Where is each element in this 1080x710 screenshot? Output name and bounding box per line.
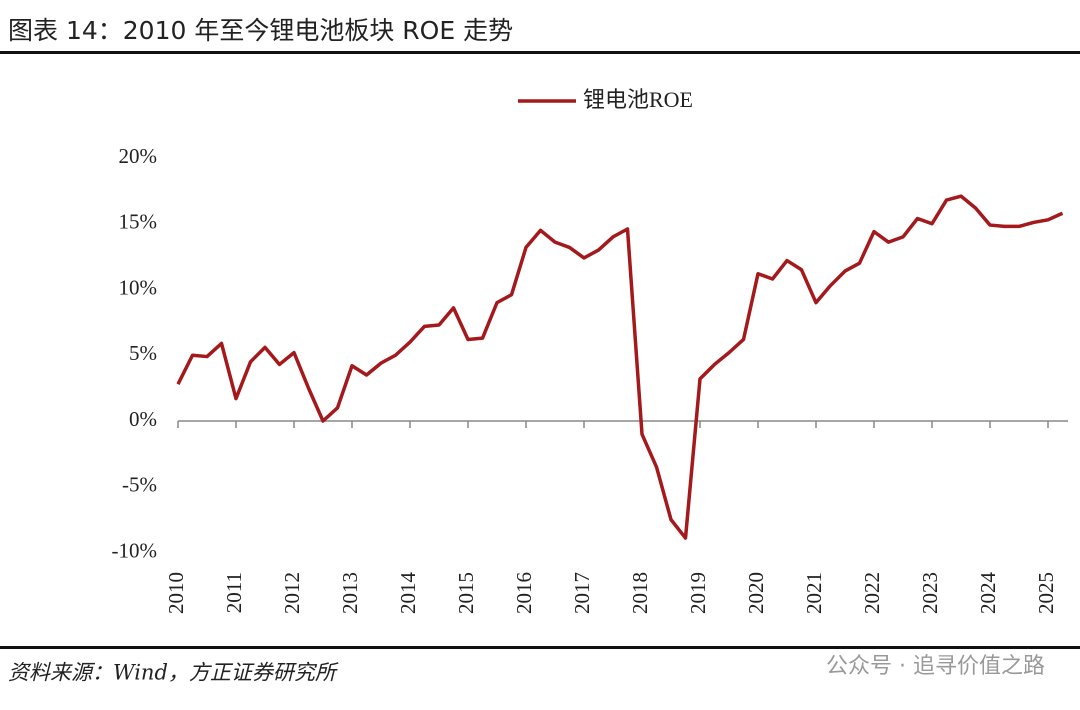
- watermark: 公众号 · 追寻价值之路: [826, 654, 1045, 679]
- y-tick-label: 20%: [119, 144, 158, 168]
- x-tick-label: 2022: [860, 572, 884, 614]
- y-tick-label: 10%: [119, 275, 158, 299]
- y-tick-label: 5%: [129, 341, 157, 365]
- x-tick-label: 2015: [454, 572, 478, 614]
- footer-rule: [0, 646, 1080, 649]
- chart-title: 图表 14：2010 年至今锂电池板块 ROE 走势: [8, 16, 513, 45]
- y-tick-label: 0%: [129, 407, 157, 431]
- x-tick-label: 2021: [802, 572, 826, 614]
- series-line: [176, 194, 1064, 540]
- x-tick-label: 2024: [976, 572, 1000, 615]
- title-rule: [0, 51, 1080, 54]
- y-tick-label: -5%: [122, 473, 157, 497]
- legend-label: 锂电池ROE: [583, 87, 693, 112]
- x-tick-label: 2013: [338, 572, 362, 614]
- x-tick-label: 2019: [686, 572, 710, 614]
- x-tick-label: 2016: [512, 572, 536, 614]
- y-tick-label: -10%: [112, 538, 158, 562]
- x-tick-label: 2010: [164, 572, 188, 614]
- x-tick-label: 2014: [396, 572, 420, 615]
- x-tick-label: 2017: [570, 572, 594, 614]
- x-tick-label: 2020: [744, 572, 768, 614]
- x-tick-label: 2011: [222, 572, 246, 613]
- x-tick-label: 2018: [628, 572, 652, 614]
- x-tick-label: 2012: [280, 572, 304, 614]
- x-tick-label: 2025: [1034, 572, 1058, 614]
- y-tick-label: 15%: [119, 210, 158, 234]
- source: 资料来源：Wind，方正证券研究所: [8, 661, 339, 685]
- x-tick-label: 2023: [918, 572, 942, 614]
